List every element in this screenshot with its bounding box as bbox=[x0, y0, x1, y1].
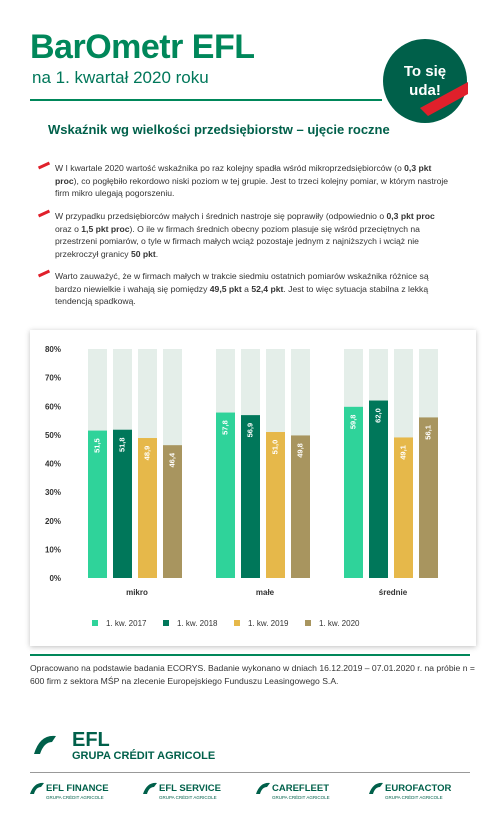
divider bbox=[30, 772, 470, 773]
divider bbox=[30, 654, 470, 656]
x-tick-label: małe bbox=[256, 588, 275, 597]
brand-name: EFL SERVICE bbox=[159, 783, 221, 794]
text-run: a bbox=[241, 283, 252, 294]
text-run: . bbox=[155, 248, 159, 259]
value-label: 57,8 bbox=[220, 420, 229, 435]
bar bbox=[266, 432, 285, 578]
value-label: 51,8 bbox=[117, 437, 126, 452]
text-run: ), co pogłębiło rekordowo niski poziom w… bbox=[55, 175, 449, 199]
value-label: 51,5 bbox=[92, 438, 101, 453]
y-tick-label: 10% bbox=[45, 545, 61, 554]
brand-name: EFL FINANCE bbox=[46, 783, 109, 794]
brand-icon bbox=[30, 782, 44, 794]
bar bbox=[344, 406, 363, 578]
text-run: 49,5 pkt bbox=[209, 283, 242, 294]
brand-icon bbox=[256, 782, 270, 794]
text-run: 52,4 pkt bbox=[251, 283, 284, 294]
logo-text: EFL bbox=[72, 729, 110, 751]
x-tick-label: mikro bbox=[126, 588, 148, 597]
text-run: 1,5 pkt proc bbox=[81, 223, 130, 234]
bar bbox=[369, 400, 388, 578]
bar bbox=[163, 445, 182, 578]
legend-swatch bbox=[305, 620, 311, 626]
bullet: W I kwartale 2020 wartość wskaźnika po r… bbox=[37, 161, 450, 200]
text-run: 0,3 pkt proc bbox=[386, 211, 435, 221]
text-run: 50 pkt bbox=[130, 248, 156, 259]
divider bbox=[30, 99, 382, 101]
text-run: Warto zauważyć, że w firmach małych w tr… bbox=[55, 271, 429, 294]
logo-sub: GRUPA CRÉDIT AGRICOLE bbox=[72, 749, 215, 762]
text-run: 0,3 pkt proc bbox=[55, 163, 432, 186]
value-label: 49,8 bbox=[295, 443, 304, 458]
logo: EFL GRUPA CRÉDIT AGRICOLE bbox=[30, 728, 250, 769]
title: BarOmetr EFL bbox=[30, 28, 255, 66]
brand-name: EUROFACTOR bbox=[385, 783, 451, 794]
text-run: W przypadku przedsiębiorców małych i śre… bbox=[55, 211, 387, 221]
value-label: 49,1 bbox=[398, 445, 407, 460]
legend-swatch bbox=[92, 620, 98, 626]
value-label: 51,0 bbox=[270, 440, 279, 455]
bullet: W przypadku przedsiębiorców małych i śre… bbox=[37, 209, 450, 260]
bar bbox=[291, 435, 310, 578]
value-label: 56,1 bbox=[423, 425, 432, 440]
value-label: 59,8 bbox=[348, 415, 357, 430]
bar bbox=[88, 430, 107, 578]
legend-label: 1. kw. 2018 bbox=[177, 619, 218, 628]
y-tick-label: 0% bbox=[49, 574, 61, 583]
subtitle: na 1. kwartał 2020 roku bbox=[32, 68, 209, 87]
badge-text: uda! bbox=[409, 82, 441, 99]
value-label: 56,9 bbox=[245, 423, 254, 438]
y-tick-label: 20% bbox=[45, 517, 61, 526]
chart: 0% 10% 20% 30% 40% 50% 60% 70% 80% mikro małe średn… bbox=[45, 345, 438, 628]
y-tick-label: 50% bbox=[45, 431, 61, 440]
y-tick-label: 70% bbox=[45, 374, 61, 383]
bar bbox=[419, 417, 438, 578]
brand-icon bbox=[143, 782, 157, 794]
badge-text: To się bbox=[404, 63, 446, 80]
text-run: oraz o bbox=[55, 223, 82, 234]
value-label: 46,4 bbox=[167, 452, 176, 467]
y-tick-label: 60% bbox=[45, 402, 61, 411]
brand-sub: GRUPA CRÉDIT AGRICOLE bbox=[159, 794, 217, 800]
bar bbox=[113, 429, 132, 578]
bullet: Warto zauważyć, że w firmach małych w tr… bbox=[37, 269, 450, 308]
x-tick-label: średnie bbox=[379, 588, 408, 597]
value-label: 62,0 bbox=[373, 408, 382, 423]
text-run: W I kwartale 2020 wartość wskaźnika po r… bbox=[55, 163, 405, 173]
value-label: 48,9 bbox=[142, 446, 151, 461]
section-title: Wskaźnik wg wielkości przedsiębiorstw – … bbox=[48, 122, 390, 137]
legend-label: 1. kw. 2017 bbox=[106, 619, 147, 628]
bar bbox=[138, 438, 157, 578]
badge: To się uda! bbox=[383, 39, 468, 123]
y-tick-label: 80% bbox=[45, 345, 61, 354]
brand-name: CAREFLEET bbox=[272, 783, 329, 794]
logo-mark: EFL GRUPA CRÉDIT AGRICOLE bbox=[34, 729, 215, 762]
bar bbox=[394, 437, 413, 578]
text-run: ). O ile w firmach średnich obecny pozio… bbox=[55, 223, 420, 259]
brand-sub: GRUPA CRÉDIT AGRICOLE bbox=[272, 794, 330, 800]
legend-label: 1. kw. 2019 bbox=[248, 619, 289, 628]
bar bbox=[216, 412, 235, 578]
text-run: . Jest to więc sytuacja stabilna z lekką… bbox=[55, 283, 429, 307]
brand-sub: GRUPA CRÉDIT AGRICOLE bbox=[46, 794, 104, 800]
legend-swatch bbox=[163, 620, 169, 626]
legend-swatch bbox=[234, 620, 240, 626]
footer-note: Opracowano na podstawie badania ECORYS. … bbox=[30, 663, 475, 686]
bar bbox=[241, 415, 260, 578]
brand-icon bbox=[369, 782, 383, 794]
y-tick-label: 40% bbox=[45, 460, 61, 469]
y-tick-label: 30% bbox=[45, 488, 61, 497]
brand-sub: GRUPA CRÉDIT AGRICOLE bbox=[385, 794, 443, 800]
legend-label: 1. kw. 2020 bbox=[319, 619, 360, 628]
